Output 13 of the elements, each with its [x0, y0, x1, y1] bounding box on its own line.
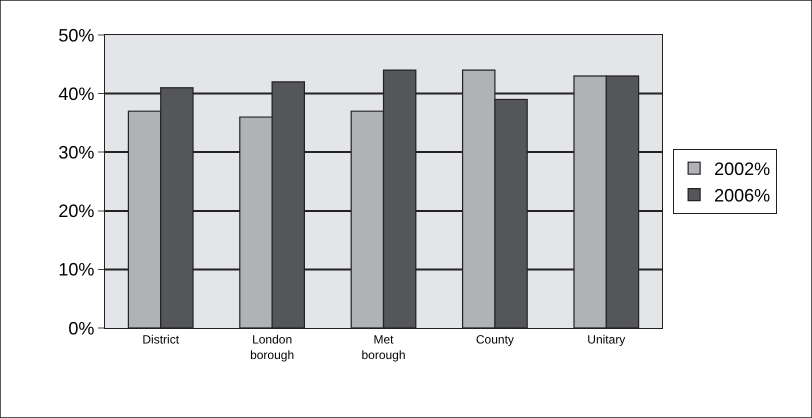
- y-tick-label: 30%: [58, 142, 94, 162]
- legend-label: 2006%: [714, 186, 770, 206]
- x-tick-label: Met borough: [361, 332, 406, 362]
- x-tick-label: Unitary: [587, 332, 626, 346]
- y-tick-label: 10%: [58, 260, 94, 280]
- y-tick-label: 50%: [58, 25, 94, 46]
- x-tick-label: District: [142, 332, 180, 346]
- x-tick-label: London borough: [250, 332, 294, 362]
- y-tick-label: 40%: [58, 84, 94, 104]
- legend-label: 2002%: [714, 159, 770, 180]
- y-tick-label: 0%: [68, 318, 94, 338]
- x-tick-label: County: [476, 332, 514, 346]
- y-tick-label: 20%: [58, 201, 94, 222]
